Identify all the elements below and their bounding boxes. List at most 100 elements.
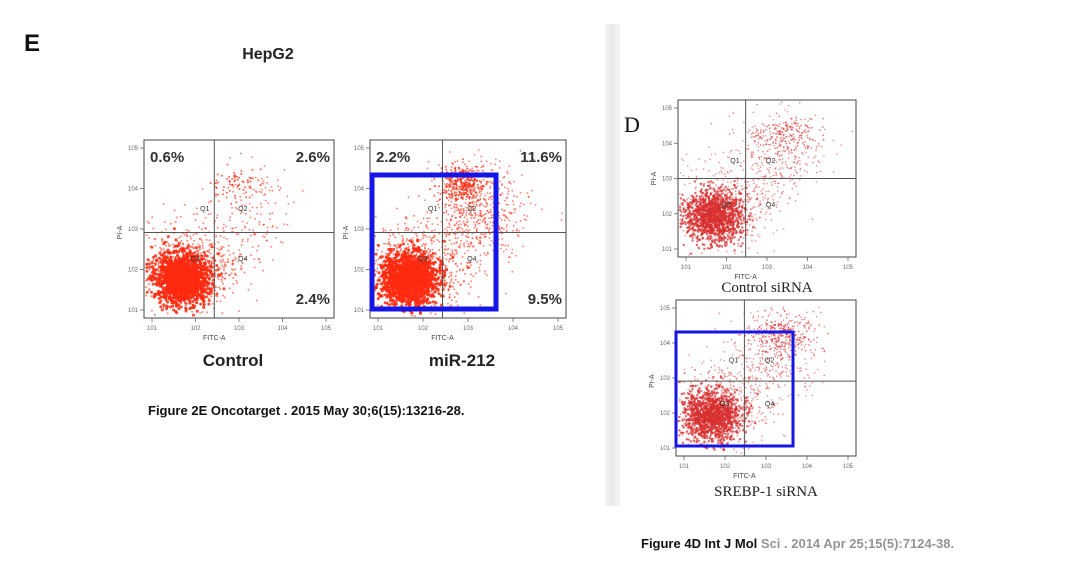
event-dot bbox=[248, 228, 251, 231]
event-dot bbox=[466, 218, 469, 221]
event-dot bbox=[226, 261, 229, 264]
event-dot bbox=[402, 237, 405, 240]
event-dot bbox=[561, 212, 563, 215]
event-dot bbox=[241, 220, 244, 223]
event-dot bbox=[151, 260, 154, 263]
event-dot bbox=[251, 168, 254, 171]
event-dot bbox=[254, 233, 257, 236]
event-dot bbox=[394, 267, 397, 270]
event-dot bbox=[426, 227, 429, 230]
event-dot bbox=[425, 249, 428, 252]
event-dot bbox=[200, 257, 203, 260]
event-dot bbox=[169, 244, 172, 247]
event-dot bbox=[428, 274, 431, 277]
event-dots bbox=[145, 152, 304, 317]
event-dot bbox=[264, 186, 267, 189]
event-dot bbox=[474, 214, 477, 217]
event-dot bbox=[427, 276, 430, 279]
event-dot bbox=[183, 283, 186, 286]
event-dot bbox=[208, 276, 211, 279]
event-dot bbox=[477, 149, 480, 151]
event-dot bbox=[216, 276, 219, 279]
event-dot bbox=[145, 290, 149, 294]
event-dot bbox=[451, 197, 453, 200]
event-dot bbox=[246, 179, 249, 182]
event-dot bbox=[251, 246, 254, 249]
event-dot bbox=[404, 269, 407, 272]
event-dot bbox=[396, 250, 399, 253]
event-dot bbox=[456, 304, 459, 307]
event-dot bbox=[229, 157, 231, 159]
event-dot bbox=[211, 283, 213, 286]
event-dot bbox=[404, 222, 407, 225]
event-dot bbox=[227, 249, 230, 252]
event-dot bbox=[149, 263, 152, 266]
event-dot bbox=[145, 279, 147, 282]
event-dot bbox=[456, 252, 458, 255]
event-dot bbox=[519, 219, 522, 222]
event-dot bbox=[155, 256, 158, 259]
event-dot bbox=[429, 280, 432, 283]
event-dot bbox=[199, 273, 201, 276]
event-dot bbox=[396, 223, 399, 226]
event-dot bbox=[475, 272, 477, 275]
event-dot bbox=[174, 290, 176, 293]
event-dot bbox=[178, 280, 181, 283]
event-dot bbox=[419, 278, 422, 281]
event-dot bbox=[498, 167, 501, 169]
event-dot bbox=[173, 259, 176, 262]
event-dot bbox=[526, 192, 529, 195]
event-dot bbox=[448, 293, 451, 296]
event-dot bbox=[197, 287, 199, 290]
event-dot bbox=[411, 270, 414, 273]
event-dot bbox=[220, 275, 223, 278]
event-dot bbox=[448, 271, 451, 274]
event-dot bbox=[408, 258, 411, 261]
event-dot bbox=[152, 227, 155, 230]
event-dot bbox=[448, 284, 452, 288]
event-dot bbox=[413, 278, 416, 281]
event-dot bbox=[185, 235, 188, 238]
event-dot bbox=[401, 255, 404, 258]
event-dot bbox=[166, 262, 170, 266]
event-dot bbox=[203, 287, 205, 290]
event-dot bbox=[506, 230, 508, 232]
panel-letter-right: D bbox=[624, 112, 640, 137]
event-dot bbox=[453, 253, 456, 256]
event-dot bbox=[245, 196, 248, 199]
event-dot bbox=[451, 249, 453, 252]
event-dot bbox=[424, 271, 427, 273]
event-dot bbox=[203, 262, 206, 265]
event-dot bbox=[453, 211, 456, 214]
event-dot bbox=[375, 259, 377, 262]
event-dot bbox=[243, 271, 246, 274]
event-dot bbox=[191, 310, 194, 313]
event-dot bbox=[226, 163, 229, 166]
event-dot bbox=[457, 209, 459, 212]
event-dot bbox=[222, 282, 224, 285]
event-dot bbox=[260, 213, 262, 216]
event-dot bbox=[214, 294, 217, 297]
event-dot bbox=[182, 242, 185, 245]
event-dot bbox=[442, 211, 445, 214]
event-dot bbox=[145, 286, 148, 289]
quadrant-percent-upper-right: 2.6% bbox=[296, 149, 330, 166]
event-dot bbox=[416, 235, 419, 237]
event-dot bbox=[231, 227, 233, 230]
event-dot bbox=[463, 279, 465, 282]
event-dot bbox=[415, 240, 418, 243]
event-dot bbox=[402, 269, 405, 272]
event-dot bbox=[407, 245, 410, 248]
quadrant-percent-lower-right: 2.4% bbox=[296, 291, 330, 308]
event-dot bbox=[183, 287, 185, 290]
event-dot bbox=[498, 160, 501, 163]
event-dot bbox=[246, 240, 249, 243]
event-dot bbox=[467, 232, 469, 235]
event-dot bbox=[152, 268, 155, 271]
event-dot bbox=[223, 265, 226, 268]
event-dot bbox=[390, 259, 393, 263]
event-dot bbox=[271, 224, 274, 227]
event-dot bbox=[424, 297, 426, 300]
event-dot bbox=[223, 296, 226, 299]
event-dot bbox=[443, 251, 446, 254]
